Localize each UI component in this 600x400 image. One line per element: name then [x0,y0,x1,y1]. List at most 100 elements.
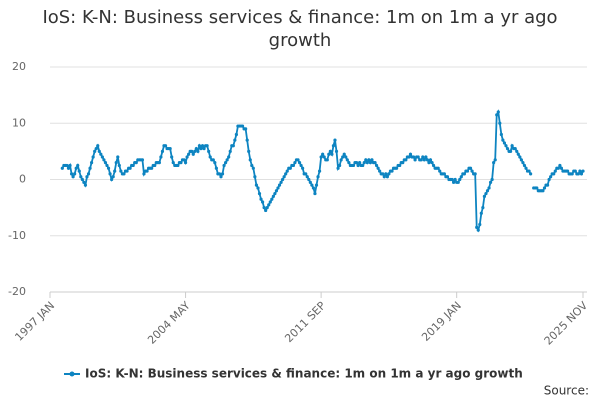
series-line [61,109,584,233]
point [373,161,377,165]
point [86,172,91,176]
point [80,177,84,182]
point [288,166,292,170]
point [314,183,319,187]
point [365,161,369,165]
x-tick-label: 2019 JAN [419,299,464,344]
point [336,166,340,170]
point [171,161,175,165]
point [140,158,145,162]
point [274,189,279,193]
point [347,161,351,165]
point [341,155,345,159]
point [114,161,118,165]
y-tick-label: 20 [12,60,26,73]
point [97,149,101,153]
point [484,191,488,196]
point [496,110,500,114]
point [498,121,502,125]
point [214,166,218,170]
point [319,155,323,159]
point [481,206,485,210]
point [438,169,442,173]
x-tick-label: 2025 NOV [542,299,591,348]
point [445,175,450,179]
point [254,183,259,187]
point [535,186,539,190]
point [558,163,562,168]
point [450,177,454,182]
point [116,155,120,159]
point [270,197,274,201]
point [69,172,74,176]
point [179,161,183,165]
point [479,211,483,215]
x-tick-label: 2004 MAY [145,299,193,347]
point [245,138,249,142]
point [187,152,191,156]
y-tick-label: 0 [19,173,26,186]
point [284,172,288,176]
point [108,172,112,176]
point [194,146,198,151]
point [301,166,305,170]
point [475,225,479,229]
point [145,169,149,173]
point [183,161,188,165]
point [105,163,109,168]
point [271,194,275,198]
point [436,166,440,170]
point [462,172,466,176]
point [160,149,165,153]
point [401,161,405,165]
point [190,149,194,153]
point [79,175,83,179]
point [576,172,580,176]
point [259,197,263,201]
point [515,149,519,153]
source: Source: [544,384,589,398]
point [247,149,251,153]
point [313,191,317,196]
point [296,158,300,162]
point [281,177,285,182]
point [207,149,211,153]
x-tick-label: 1997 JAN [12,299,57,344]
point [100,155,104,159]
point [153,163,157,168]
point [581,169,585,173]
point [579,172,584,176]
point [370,158,374,162]
point [356,163,360,168]
point [368,161,373,165]
legend-label: IoS: K-N: Business services & finance: 1… [85,367,523,381]
point [510,144,514,148]
point [231,144,235,148]
point [476,228,480,232]
point [251,166,255,170]
point [522,163,527,168]
point [176,163,180,168]
point [354,161,359,165]
point [478,222,482,227]
point [421,155,425,159]
point [468,166,473,170]
point [490,177,494,182]
point [134,161,138,165]
point [473,172,477,176]
point [499,132,503,137]
point [264,208,268,213]
point [279,180,283,184]
point [250,163,254,168]
point [459,175,463,179]
point [273,191,277,196]
point [404,158,408,162]
point [482,194,487,198]
point [225,158,229,162]
point [227,155,231,159]
point [200,144,205,148]
point [308,180,312,184]
point [65,163,69,168]
point [193,149,197,153]
point [541,189,545,193]
